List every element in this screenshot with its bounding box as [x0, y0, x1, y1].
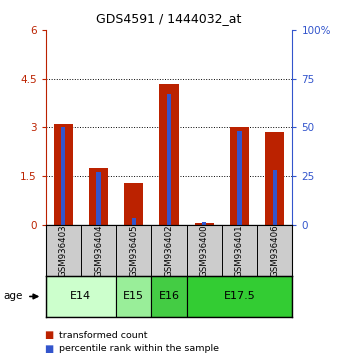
Text: E15: E15 — [123, 291, 144, 302]
Text: E17.5: E17.5 — [224, 291, 256, 302]
Bar — [195, 223, 214, 225]
Text: GSM936404: GSM936404 — [94, 224, 103, 277]
Text: transformed count: transformed count — [59, 331, 148, 340]
Bar — [187, 276, 292, 317]
Bar — [89, 168, 108, 225]
Bar — [151, 276, 187, 317]
Bar — [53, 124, 73, 225]
Text: GSM936405: GSM936405 — [129, 224, 138, 277]
Bar — [96, 172, 101, 225]
Text: GDS4591 / 1444032_at: GDS4591 / 1444032_at — [96, 12, 242, 25]
Text: GSM936401: GSM936401 — [235, 224, 244, 277]
Text: E14: E14 — [70, 291, 92, 302]
Bar — [230, 127, 249, 225]
Bar — [124, 183, 143, 225]
Bar — [237, 131, 242, 225]
Bar — [159, 84, 179, 225]
Bar — [265, 132, 285, 225]
Text: percentile rank within the sample: percentile rank within the sample — [59, 344, 219, 353]
Text: E16: E16 — [159, 291, 179, 302]
Bar — [273, 170, 277, 225]
Text: GSM936403: GSM936403 — [59, 224, 68, 277]
Text: ■: ■ — [44, 330, 53, 340]
Bar — [202, 222, 207, 225]
Bar — [167, 95, 171, 225]
Bar — [46, 276, 116, 317]
Text: age: age — [3, 291, 23, 302]
Bar — [61, 127, 65, 225]
Text: GSM936400: GSM936400 — [200, 224, 209, 277]
Bar — [131, 218, 136, 225]
Text: ■: ■ — [44, 344, 53, 354]
Text: GSM936402: GSM936402 — [165, 224, 173, 277]
Bar — [116, 276, 151, 317]
Text: GSM936406: GSM936406 — [270, 224, 279, 277]
